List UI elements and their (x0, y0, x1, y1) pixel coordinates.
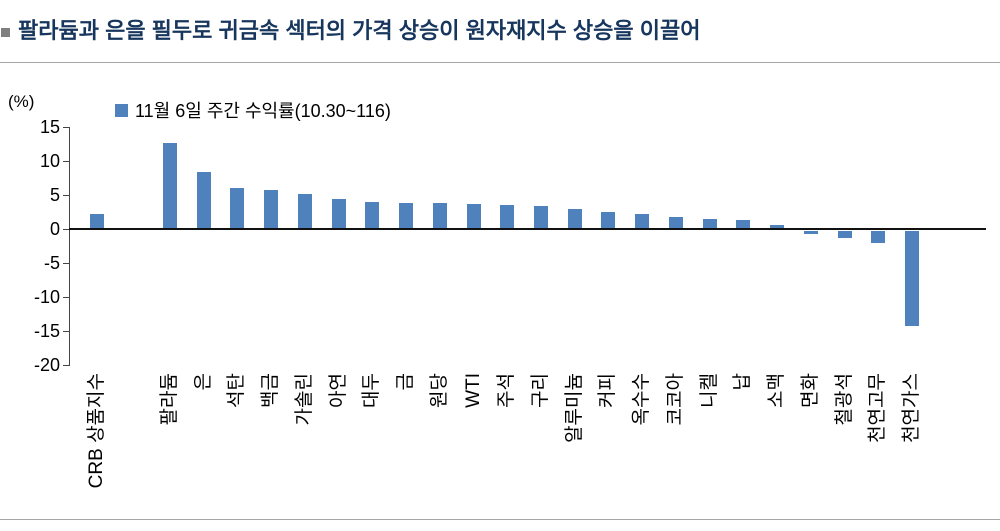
y-tick-label: 0 (49, 219, 60, 239)
category-label-text: 알루미늄 (563, 373, 585, 443)
zero-axis-line (69, 228, 986, 230)
category-label-text: 소맥 (766, 373, 788, 408)
bar (635, 214, 650, 229)
legend-label: 11월 6일 주간 수익률(10.30~116) (135, 101, 391, 121)
y-tick-label: -10 (33, 287, 60, 307)
category-label-text: 은 (192, 373, 214, 391)
bar (871, 231, 886, 244)
y-tick-mark (63, 194, 70, 196)
category-label-text: CRB 상품지수 (86, 373, 107, 489)
bar (668, 216, 683, 229)
bar (196, 171, 211, 229)
category-label-text: 팔라듐 (159, 373, 180, 426)
bar (230, 188, 245, 229)
bar (770, 224, 785, 229)
y-axis-line (69, 127, 70, 365)
bar (534, 205, 549, 229)
category-label-text: 주석 (496, 373, 518, 408)
bar (432, 203, 447, 229)
category-label-text: 천연고무 (867, 373, 889, 443)
y-tick-label: 10 (39, 151, 60, 171)
chart-title: 팔라듐과 은을 필두로 귀금속 섹터의 가격 상승이 원자재지수 상승을 이끌어 (18, 18, 701, 43)
category-label-text: 아연 (327, 373, 349, 408)
y-tick-mark (63, 228, 70, 230)
y-tick-label: -20 (33, 355, 60, 375)
bottom-divider (0, 519, 1000, 520)
y-tick-mark (63, 262, 70, 264)
title-bullet-icon (1, 28, 10, 37)
category-label-text: 원당 (428, 373, 450, 408)
legend: 11월 6일 주간 수익률(10.30~116) (115, 97, 391, 123)
bar (264, 190, 279, 229)
bar (803, 231, 818, 234)
category-label-text: 코코아 (664, 373, 686, 426)
bar (567, 209, 582, 229)
header-divider (0, 62, 1000, 63)
category-label-text: 철광석 (833, 373, 855, 426)
bar (601, 212, 616, 229)
category-label-text: 니켈 (698, 373, 720, 408)
y-tick-mark (63, 364, 70, 366)
y-tick-label: -5 (43, 253, 60, 273)
bar (466, 203, 481, 229)
bar (365, 201, 380, 229)
chart-header: 팔라듐과 은을 필두로 귀금속 섹터의 가격 상승이 원자재지수 상승을 이끌어 (0, 16, 700, 46)
category-label-text: WTI (462, 373, 484, 408)
bar (331, 199, 346, 229)
bar (702, 218, 717, 229)
category-label-text: 금 (395, 373, 417, 391)
y-tick-label: 5 (49, 185, 60, 205)
category-label-text: 면화 (799, 373, 821, 408)
legend-swatch-icon (115, 103, 128, 117)
y-tick-mark (63, 160, 70, 162)
category-label-text: 백금 (260, 373, 282, 408)
bar (163, 142, 177, 229)
y-tick-mark (63, 330, 70, 332)
bar (837, 231, 852, 238)
category-label-text: 석탄 (226, 373, 248, 408)
bar (500, 205, 515, 229)
bar (90, 214, 104, 229)
category-label-text: 옥수수 (631, 373, 653, 426)
y-axis-unit-label: (%) (8, 92, 35, 111)
y-tick-label: 15 (39, 117, 60, 137)
y-tick-mark (63, 296, 70, 298)
category-label-text: 구리 (530, 373, 552, 408)
y-tick-mark (63, 126, 70, 128)
category-label-text: 천연가스 (901, 373, 923, 443)
bar (736, 220, 751, 229)
bar (297, 194, 312, 229)
bar (399, 203, 414, 229)
bar (905, 231, 920, 327)
category-label-text: 납 (732, 373, 754, 391)
category-label-text: 커피 (597, 373, 619, 408)
category-label-text: 가솔린 (293, 373, 315, 426)
category-label-text: 대두 (361, 373, 383, 408)
y-tick-label: -15 (33, 321, 60, 341)
